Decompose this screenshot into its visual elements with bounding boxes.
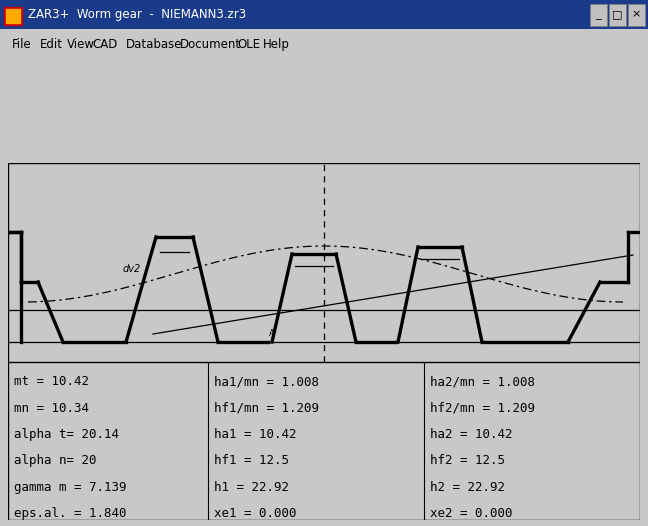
Bar (6, 9, 20, 23)
Text: xe1 = 0.000: xe1 = 0.000 (214, 507, 297, 520)
Text: gamma m = 7.139: gamma m = 7.139 (14, 481, 126, 493)
Bar (4, 7, 22, 25)
Text: Help: Help (262, 38, 289, 51)
Text: File: File (12, 38, 31, 51)
Text: Edit: Edit (40, 38, 63, 51)
Text: View: View (67, 38, 95, 51)
Text: h1 = 22.92: h1 = 22.92 (214, 481, 289, 493)
Text: xe2 = 0.000: xe2 = 0.000 (430, 507, 513, 520)
Text: eps.al. = 1.840: eps.al. = 1.840 (14, 507, 126, 520)
Text: CAD: CAD (93, 38, 118, 51)
Text: ZAR3+  Worm gear  -  NIEMANN3.zr3: ZAR3+ Worm gear - NIEMANN3.zr3 (28, 8, 246, 21)
Text: _: _ (595, 9, 601, 20)
Text: hf1 = 12.5: hf1 = 12.5 (214, 454, 289, 467)
Bar (628, 4, 645, 26)
Text: hf2 = 12.5: hf2 = 12.5 (430, 454, 505, 467)
Text: ha2 = 10.42: ha2 = 10.42 (430, 428, 513, 441)
Text: alpha t= 20.14: alpha t= 20.14 (14, 428, 119, 441)
Text: Database: Database (126, 38, 183, 51)
Text: hf1/mn = 1.209: hf1/mn = 1.209 (214, 401, 319, 414)
Text: hf2/mn = 1.209: hf2/mn = 1.209 (430, 401, 535, 414)
Text: A: A (269, 329, 275, 338)
Text: mt = 10.42: mt = 10.42 (14, 375, 89, 388)
Text: □: □ (612, 9, 622, 20)
Text: ha1 = 10.42: ha1 = 10.42 (214, 428, 297, 441)
Text: h2 = 22.92: h2 = 22.92 (430, 481, 505, 493)
Text: alpha n= 20: alpha n= 20 (14, 454, 97, 467)
Bar (609, 4, 626, 26)
Text: dv2: dv2 (123, 264, 141, 274)
Text: ×: × (631, 9, 641, 20)
Text: ha1/mn = 1.008: ha1/mn = 1.008 (214, 375, 319, 388)
Bar (590, 4, 607, 26)
Text: ha2/mn = 1.008: ha2/mn = 1.008 (430, 375, 535, 388)
Text: Document: Document (180, 38, 241, 51)
Text: OLE: OLE (237, 38, 260, 51)
Text: mn = 10.34: mn = 10.34 (14, 401, 89, 414)
